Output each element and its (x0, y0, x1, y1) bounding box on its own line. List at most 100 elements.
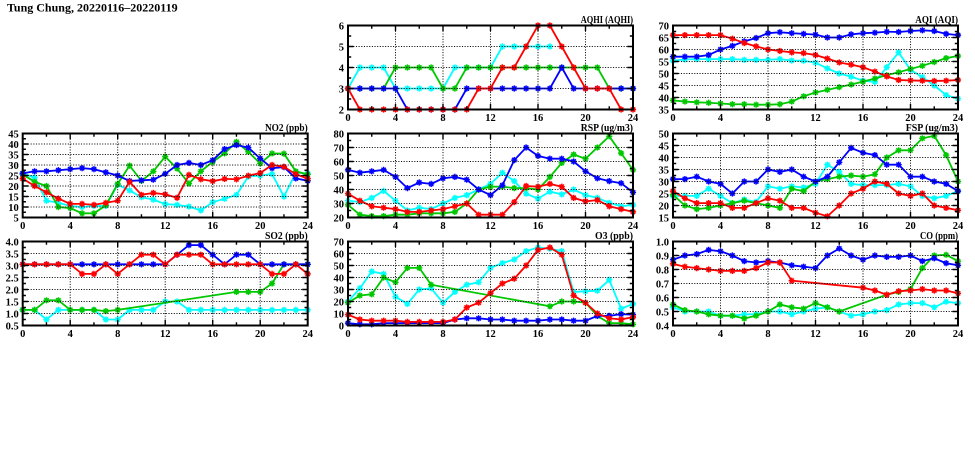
svg-text:2: 2 (339, 106, 344, 117)
svg-text:10: 10 (334, 310, 345, 321)
svg-text:16: 16 (207, 221, 218, 232)
svg-text:0: 0 (339, 322, 344, 333)
svg-text:24: 24 (628, 329, 639, 340)
svg-text:20: 20 (905, 221, 916, 232)
svg-text:16: 16 (858, 221, 869, 232)
svg-text:O3 (ppb): O3 (ppb) (595, 231, 633, 242)
svg-text:24: 24 (953, 113, 964, 124)
svg-text:1.0: 1.0 (6, 310, 19, 321)
svg-text:70: 70 (334, 238, 345, 249)
svg-text:0.5: 0.5 (6, 322, 19, 333)
svg-text:8: 8 (440, 221, 445, 232)
svg-text:20: 20 (659, 202, 670, 213)
svg-text:0: 0 (670, 113, 675, 124)
svg-text:24: 24 (628, 113, 639, 124)
svg-text:20: 20 (334, 214, 345, 225)
svg-text:12: 12 (485, 329, 496, 340)
svg-text:4: 4 (68, 329, 74, 340)
svg-text:8: 8 (440, 113, 445, 124)
svg-text:2.0: 2.0 (6, 286, 19, 297)
svg-text:50: 50 (334, 172, 345, 183)
svg-text:24: 24 (953, 221, 964, 232)
svg-text:AQHI (AQHI): AQHI (AQHI) (581, 15, 634, 26)
svg-text:0.5: 0.5 (656, 308, 669, 319)
svg-text:8: 8 (765, 329, 770, 340)
svg-text:25: 25 (659, 190, 670, 201)
svg-text:20: 20 (8, 182, 19, 193)
svg-text:45: 45 (659, 82, 670, 93)
svg-text:0.8: 0.8 (656, 266, 669, 277)
svg-text:0: 0 (345, 221, 350, 232)
svg-text:FSP (ug/m3): FSP (ug/m3) (906, 123, 959, 134)
svg-text:1.0: 1.0 (656, 238, 669, 249)
svg-text:24: 24 (302, 221, 313, 232)
svg-text:8: 8 (115, 329, 120, 340)
svg-text:CO (ppm): CO (ppm) (920, 231, 958, 242)
svg-text:4: 4 (68, 221, 74, 232)
svg-text:3.0: 3.0 (6, 262, 19, 273)
svg-text:0: 0 (345, 113, 350, 124)
svg-text:60: 60 (659, 46, 670, 57)
svg-text:20: 20 (905, 329, 916, 340)
svg-text:8: 8 (765, 221, 770, 232)
svg-text:0.6: 0.6 (656, 294, 669, 305)
svg-text:Tung Chung, 20220116–20220119: Tung Chung, 20220116–20220119 (7, 1, 178, 15)
svg-text:0: 0 (670, 221, 675, 232)
svg-text:30: 30 (8, 161, 19, 172)
svg-text:5: 5 (339, 43, 344, 54)
svg-text:70: 70 (659, 22, 670, 33)
svg-text:8: 8 (440, 329, 445, 340)
svg-text:20: 20 (334, 298, 345, 309)
svg-text:16: 16 (533, 113, 544, 124)
svg-text:4: 4 (393, 329, 399, 340)
svg-text:3.5: 3.5 (6, 250, 19, 261)
svg-text:12: 12 (485, 113, 496, 124)
svg-text:16: 16 (533, 329, 544, 340)
svg-text:0.4: 0.4 (656, 322, 670, 333)
svg-text:60: 60 (334, 158, 345, 169)
svg-text:50: 50 (334, 262, 345, 273)
svg-text:5: 5 (13, 214, 18, 225)
svg-text:12: 12 (810, 329, 821, 340)
svg-text:40: 40 (334, 186, 345, 197)
svg-text:20: 20 (255, 329, 266, 340)
svg-text:30: 30 (334, 286, 345, 297)
svg-text:55: 55 (659, 58, 670, 69)
svg-text:AQI (AQI): AQI (AQI) (915, 15, 958, 26)
svg-text:24: 24 (302, 329, 313, 340)
svg-text:0: 0 (20, 329, 25, 340)
svg-text:20: 20 (580, 221, 591, 232)
svg-text:4: 4 (718, 329, 724, 340)
svg-text:80: 80 (334, 130, 345, 141)
svg-text:12: 12 (160, 329, 171, 340)
svg-text:65: 65 (659, 34, 670, 45)
svg-text:40: 40 (659, 154, 670, 165)
svg-text:0.7: 0.7 (656, 280, 669, 291)
svg-text:45: 45 (659, 142, 670, 153)
svg-text:SO2 (ppb): SO2 (ppb) (265, 231, 308, 242)
svg-text:24: 24 (628, 221, 639, 232)
svg-text:35: 35 (8, 151, 19, 162)
svg-text:35: 35 (659, 106, 670, 117)
svg-text:12: 12 (810, 113, 821, 124)
svg-text:4: 4 (393, 113, 399, 124)
svg-text:0: 0 (670, 329, 675, 340)
svg-text:NO2 (ppb): NO2 (ppb) (265, 123, 308, 134)
svg-text:2.5: 2.5 (6, 274, 19, 285)
svg-text:12: 12 (810, 221, 821, 232)
svg-text:4: 4 (339, 64, 345, 75)
svg-text:30: 30 (659, 178, 670, 189)
svg-text:16: 16 (858, 329, 869, 340)
svg-text:20: 20 (580, 113, 591, 124)
svg-text:35: 35 (659, 166, 670, 177)
svg-text:16: 16 (858, 113, 869, 124)
svg-text:12: 12 (485, 221, 496, 232)
svg-text:1.5: 1.5 (6, 298, 19, 309)
svg-text:RSP (ug/m3): RSP (ug/m3) (581, 123, 634, 134)
svg-text:6: 6 (339, 22, 344, 33)
svg-text:0.9: 0.9 (656, 252, 669, 263)
svg-text:4: 4 (718, 113, 724, 124)
svg-text:15: 15 (8, 193, 19, 204)
svg-text:15: 15 (659, 214, 670, 225)
svg-text:3: 3 (339, 85, 344, 96)
